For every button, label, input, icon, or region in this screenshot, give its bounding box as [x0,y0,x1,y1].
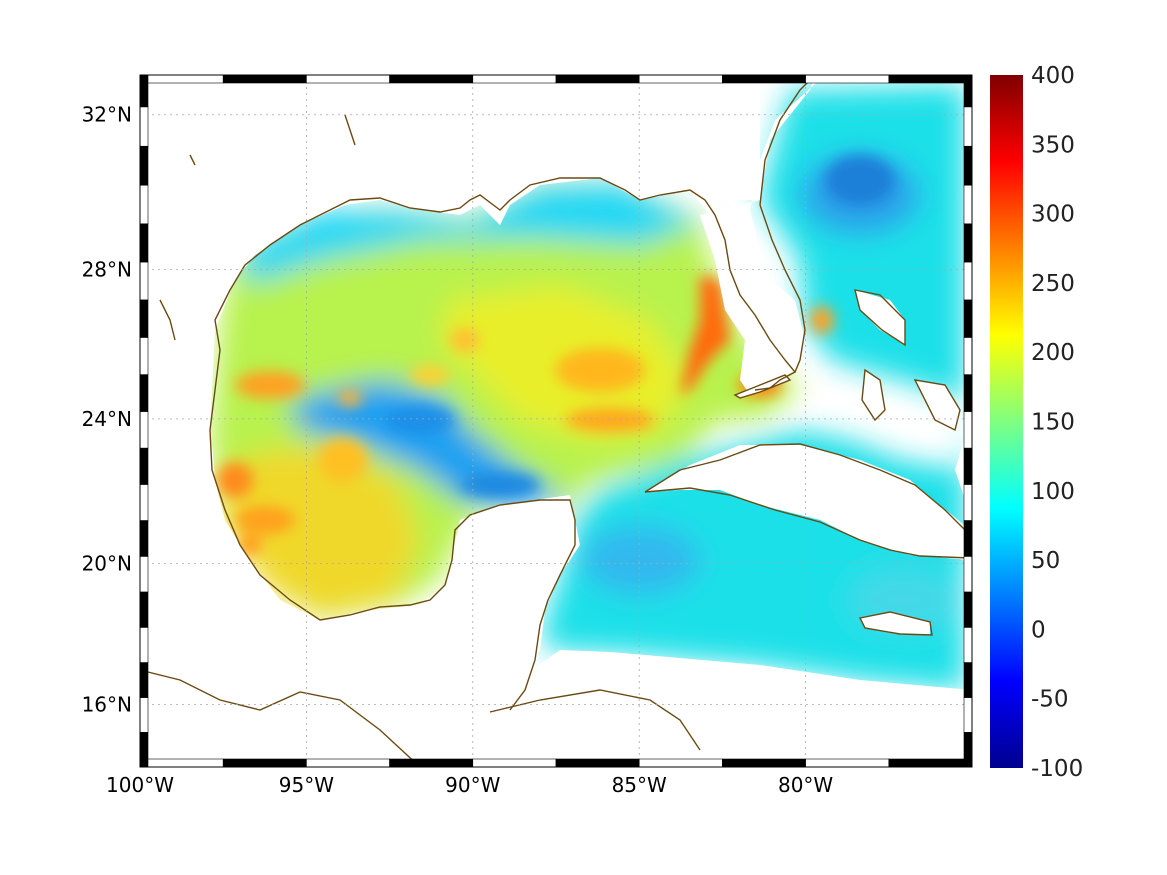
x-tick-labels: 100°W 95°W 90°W 85°W 80°W [106,773,833,797]
frame-segment [963,74,973,108]
colorbar-tick-label: 400 [1031,63,1075,89]
frame-segment [805,74,890,84]
colorbar-tick-label: 100 [1031,479,1075,505]
frame-segment [722,758,806,768]
frame-segment [963,447,973,485]
frame-segment [139,74,224,84]
frame-segment [139,145,149,186]
frame-segment [139,184,149,225]
x-tick-label: 95°W [279,773,334,797]
frame-segment [389,758,474,768]
frame-segment [139,591,149,628]
frame-segment [963,662,973,698]
y-tick-label: 16°N [82,693,132,717]
colorbar-gradient [990,75,1023,768]
frame-border [139,74,973,768]
frame-segment [139,732,149,768]
frame-segment [139,299,149,338]
frame-segment [963,106,973,147]
frame-segment [963,223,973,263]
frame-segment [888,758,973,768]
frame-segment [222,758,307,768]
frame-segment [139,106,149,147]
colorbar-tick-label: 0 [1031,617,1046,643]
frame-segment [963,299,973,338]
frame-segment [963,374,973,412]
frame-segment [963,411,973,449]
frame-segment [963,261,973,301]
x-tick-label: 90°W [445,773,500,797]
frame-segment [306,758,390,768]
frame-segment [963,627,973,663]
frame-segment [139,758,224,768]
frame-segment [963,184,973,225]
grid-lines [140,75,972,767]
frame-segment [139,662,149,698]
y-tick-label: 32°N [82,103,132,127]
frame-segment [139,484,149,521]
x-tick-label: 85°W [612,773,667,797]
colorbar-tick-label: 250 [1031,271,1075,297]
frame-segment [638,758,723,768]
map-frame [139,74,973,768]
frame-segment [555,74,640,84]
frame-segment [472,758,557,768]
frame-segment [139,223,149,263]
frame-segment [805,758,890,768]
frame-segment [139,74,149,108]
y-tick-label: 28°N [82,258,132,282]
colorbar-tick-label: 150 [1031,410,1075,436]
frame-segment [222,74,307,84]
x-tick-label: 80°W [778,773,833,797]
frame-segment [306,74,390,84]
y-tick-label: 24°N [82,407,132,431]
x-tick-label: 100°W [106,773,174,797]
frame-segment [139,337,149,375]
y-tick-label: 20°N [82,551,132,575]
frame-segment [963,697,973,733]
frame-segment [963,337,973,375]
frame-segment [963,591,973,628]
frame-segment [139,374,149,412]
frame-segment [472,74,557,84]
coastlines [140,75,971,767]
colorbar-tick-label: 50 [1031,548,1060,574]
colorbar-tick-label: -50 [1031,687,1069,713]
frame-segment [139,411,149,449]
colorbar-ticks: 400 350 300 250 200 150 100 50 0 -50 -100 [1031,63,1083,782]
colorbar-tick-label: 350 [1031,132,1075,158]
frame-segment [638,74,723,84]
colorbar-tick-label: -100 [1031,756,1083,782]
frame-segment [389,74,474,84]
frame-segment [139,261,149,301]
frame-segment [139,520,149,557]
frame-segment [139,447,149,485]
colorbar: 400 350 300 250 200 150 100 50 0 -50 -100 [990,63,1083,782]
frame-segment [888,74,973,84]
frame-segment [963,556,973,593]
frame-segment [139,556,149,593]
frame-segment [963,484,973,521]
colorbar-tick-label: 300 [1031,202,1075,228]
frame-segment [139,697,149,733]
frame-segment [963,520,973,557]
frame-segment [963,145,973,186]
colorbar-tick-label: 200 [1031,340,1075,366]
y-tick-labels: 16°N 20°N 24°N 28°N 32°N [82,103,132,717]
frame-segment [963,732,973,768]
frame-segment [139,627,149,663]
frame-segment [555,758,640,768]
frame-segment [722,74,806,84]
